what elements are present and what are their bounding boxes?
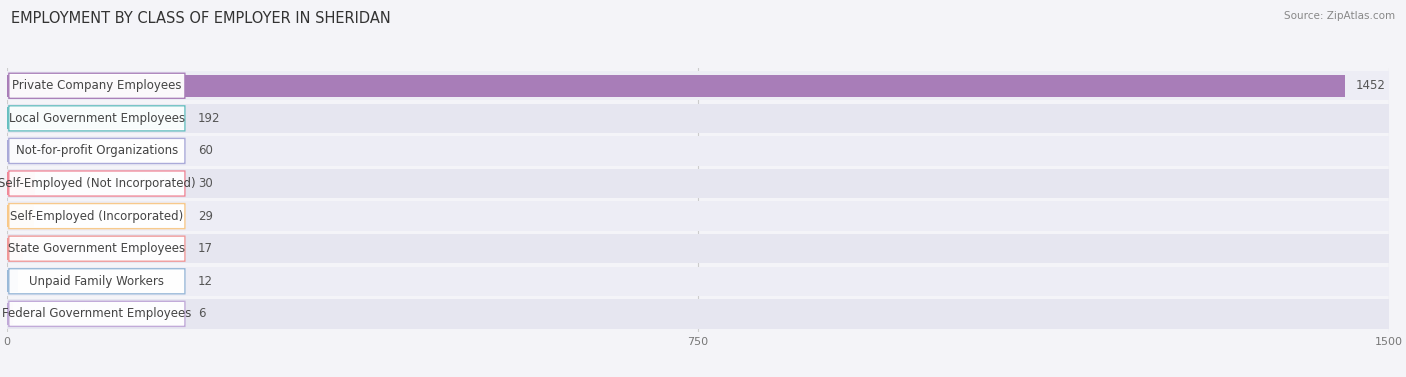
FancyBboxPatch shape — [8, 73, 186, 98]
Text: 12: 12 — [198, 275, 212, 288]
Text: Not-for-profit Organizations: Not-for-profit Organizations — [15, 144, 179, 158]
Text: Self-Employed (Incorporated): Self-Employed (Incorporated) — [10, 210, 184, 222]
Text: 60: 60 — [198, 144, 212, 158]
Text: Source: ZipAtlas.com: Source: ZipAtlas.com — [1284, 11, 1395, 21]
Bar — [7, 267, 1389, 296]
Text: Unpaid Family Workers: Unpaid Family Workers — [30, 275, 165, 288]
FancyBboxPatch shape — [8, 236, 186, 261]
Text: 192: 192 — [198, 112, 221, 125]
Bar — [7, 201, 1389, 231]
Bar — [7, 270, 18, 292]
FancyBboxPatch shape — [8, 138, 186, 164]
Bar — [7, 107, 184, 129]
FancyBboxPatch shape — [8, 204, 186, 228]
Bar — [7, 104, 1389, 133]
Text: 30: 30 — [198, 177, 212, 190]
Text: Private Company Employees: Private Company Employees — [13, 79, 181, 92]
Bar — [7, 140, 62, 162]
Bar — [7, 71, 1389, 100]
Bar — [7, 234, 1389, 264]
FancyBboxPatch shape — [8, 301, 186, 326]
Text: State Government Employees: State Government Employees — [8, 242, 186, 255]
FancyBboxPatch shape — [8, 269, 186, 294]
Bar — [7, 299, 1389, 328]
Text: 1452: 1452 — [1355, 79, 1386, 92]
Bar — [7, 169, 1389, 198]
Text: 17: 17 — [198, 242, 212, 255]
Bar — [7, 75, 1346, 97]
Bar — [7, 172, 35, 195]
FancyBboxPatch shape — [8, 106, 186, 131]
Text: Self-Employed (Not Incorporated): Self-Employed (Not Incorporated) — [0, 177, 195, 190]
Bar — [7, 303, 13, 325]
FancyBboxPatch shape — [8, 171, 186, 196]
Text: 29: 29 — [198, 210, 212, 222]
Bar — [7, 205, 34, 227]
Text: Local Government Employees: Local Government Employees — [8, 112, 186, 125]
Text: EMPLOYMENT BY CLASS OF EMPLOYER IN SHERIDAN: EMPLOYMENT BY CLASS OF EMPLOYER IN SHERI… — [11, 11, 391, 26]
Text: 6: 6 — [198, 307, 205, 320]
Bar — [7, 136, 1389, 166]
Text: Federal Government Employees: Federal Government Employees — [3, 307, 191, 320]
Bar — [7, 238, 22, 260]
